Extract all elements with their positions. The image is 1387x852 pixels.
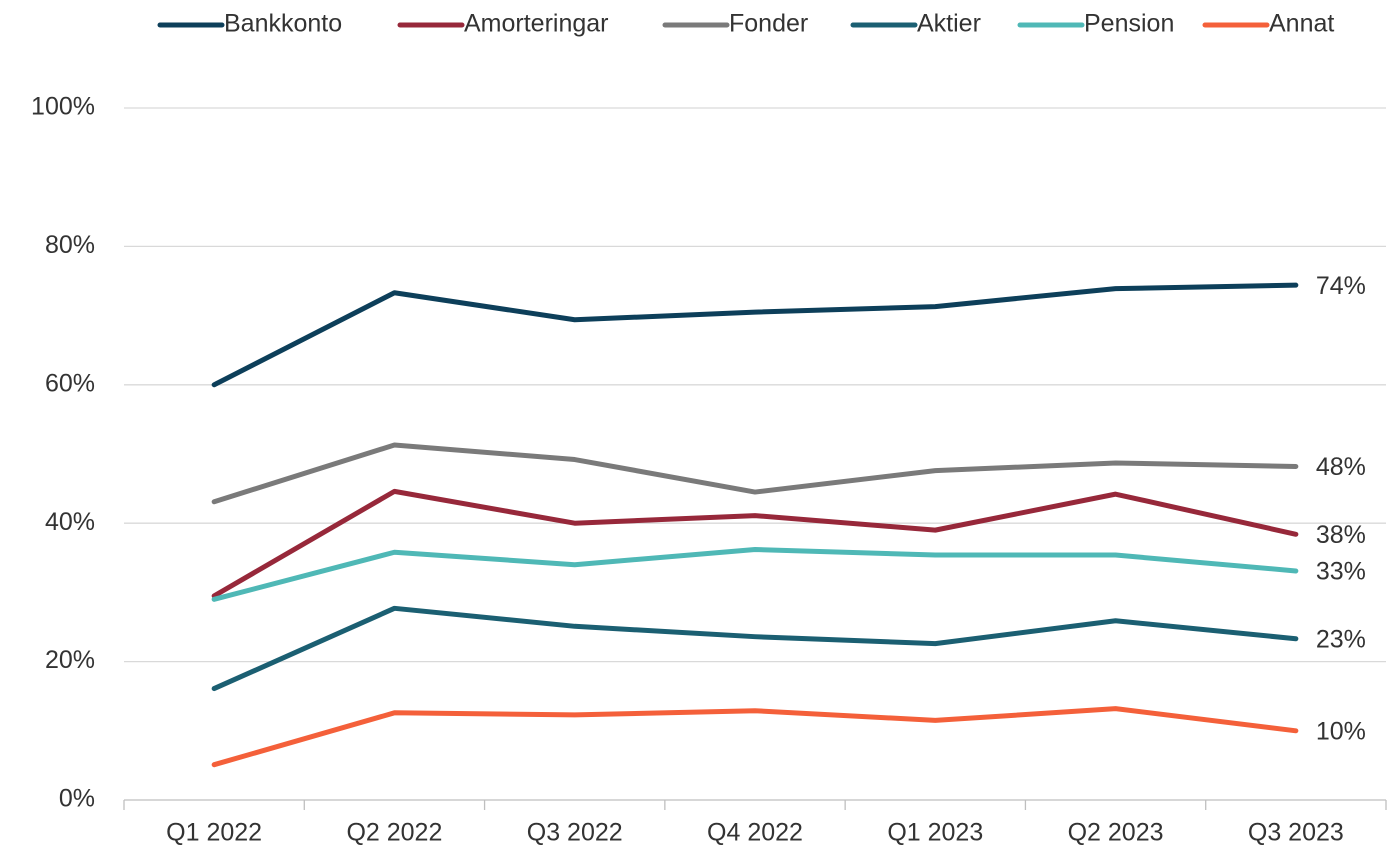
- legend-label: Bankkonto: [224, 10, 342, 38]
- series-line: [211, 442, 1299, 505]
- legend-label: Amorteringar: [464, 10, 609, 38]
- y-tick-label: 20%: [45, 646, 95, 674]
- data-label: 33%: [1316, 558, 1366, 586]
- y-tick-label: 100%: [31, 93, 95, 121]
- data-label: 10%: [1316, 717, 1366, 745]
- legend-label: Aktier: [917, 10, 981, 38]
- series-line: [211, 282, 1299, 388]
- y-tick-label: 80%: [45, 231, 95, 259]
- x-tick-label: Q2 2022: [346, 819, 442, 847]
- x-tick-label: Q3 2022: [527, 819, 623, 847]
- x-tick-label: Q1 2023: [887, 819, 983, 847]
- series-line: [211, 605, 1299, 692]
- series-line: [211, 546, 1299, 602]
- x-tick-label: Q1 2022: [166, 819, 262, 847]
- x-tick-label: Q4 2022: [707, 819, 803, 847]
- legend-label: Fonder: [729, 10, 808, 38]
- x-tick-label: Q3 2023: [1248, 819, 1344, 847]
- series-line: [211, 706, 1299, 768]
- x-tick-label: Q2 2023: [1068, 819, 1164, 847]
- data-label: 74%: [1316, 272, 1366, 300]
- data-label: 38%: [1316, 521, 1366, 549]
- legend-label: Pension: [1084, 10, 1174, 38]
- data-label: 48%: [1316, 453, 1366, 481]
- y-tick-label: 60%: [45, 369, 95, 397]
- y-tick-label: 40%: [45, 508, 95, 536]
- series-line: [211, 488, 1299, 599]
- y-tick-label: 0%: [59, 785, 95, 813]
- data-label: 23%: [1316, 625, 1366, 653]
- legend-label: Annat: [1269, 10, 1334, 38]
